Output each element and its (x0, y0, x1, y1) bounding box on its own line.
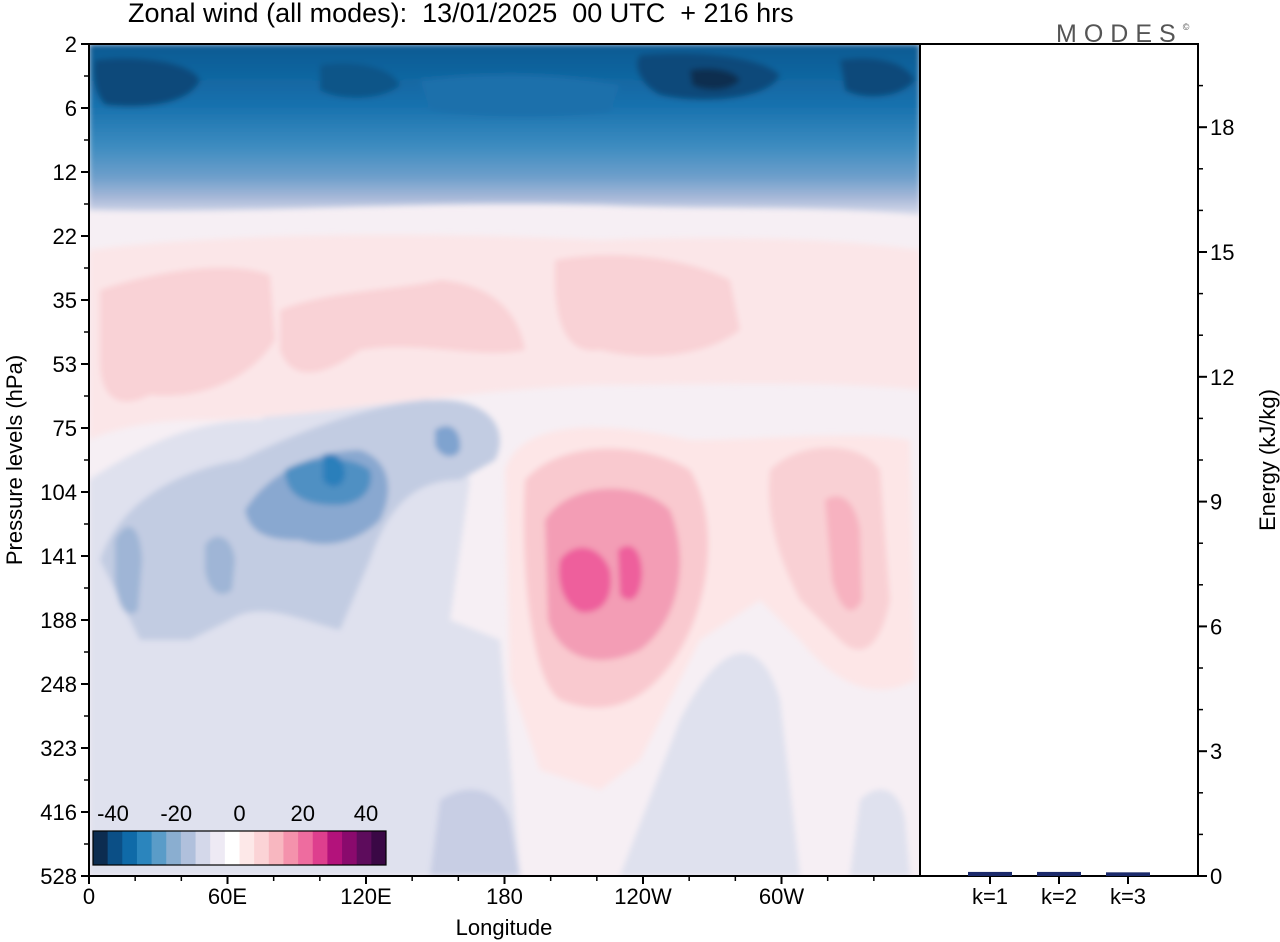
colorbar-swatch (151, 831, 167, 865)
longitude-tick-label: 120E (340, 884, 391, 909)
pressure-tick-label: 323 (40, 736, 77, 761)
energy-tick-label: 9 (1210, 490, 1222, 515)
strat-light-band (420, 74, 620, 118)
pink-core (559, 547, 611, 613)
colorbar-swatch (268, 831, 284, 865)
longitude-tick-label: 0 (83, 884, 95, 909)
pressure-tick-label: 35 (53, 288, 77, 313)
colorbar-swatch (93, 831, 109, 865)
colorbar-swatch (254, 831, 270, 865)
pressure-tick-label: 75 (53, 416, 77, 441)
blue-small-cell (435, 426, 461, 457)
energy-category-label: k=1 (972, 884, 1008, 909)
colorbar-swatch (356, 831, 372, 865)
pressure-tick-label: 141 (40, 544, 77, 569)
lower-far-right-blue (850, 789, 910, 876)
upper-pink-mid (280, 280, 525, 373)
colorbar-tick-label: 0 (233, 801, 245, 826)
energy-tick-label: 12 (1210, 365, 1234, 390)
stratosphere-blue (89, 44, 920, 215)
pressure-tick-label: 416 (40, 800, 77, 825)
longitude-tick-label: 60W (759, 884, 804, 909)
energy-tick-label: 6 (1210, 614, 1222, 639)
colorbar-tick-label: 20 (291, 801, 315, 826)
energy-bar (1106, 872, 1150, 876)
colorbar-swatch (166, 831, 182, 865)
energy-axis-label: Energy (kJ/kg) (1255, 389, 1280, 531)
strat-dark-4 (840, 58, 915, 97)
longitude-tick-label: 120W (614, 884, 672, 909)
pressure-tick-label: 6 (65, 96, 77, 121)
pressure-tick-label: 2 (65, 32, 77, 57)
blue-jet-core (323, 453, 345, 487)
pressure-tick-label: 53 (53, 352, 77, 377)
pressure-tick-label: 188 (40, 608, 77, 633)
colorbar-swatch (371, 831, 387, 865)
colorbar-tick-label: -40 (97, 801, 129, 826)
colorbar-swatch (283, 831, 299, 865)
longitude-tick-label: 180 (486, 884, 523, 909)
colorbar-swatch (312, 831, 328, 865)
energy-category-label: k=3 (1110, 884, 1146, 909)
colorbar-swatch (136, 831, 153, 865)
longitude-axis: 0 60E 120E 180 120W 60W (83, 876, 875, 909)
pressure-axis-label: Pressure levels (hPa) (2, 355, 27, 565)
energy-category-label: k=2 (1041, 884, 1077, 909)
pressure-tick-label: 248 (40, 672, 77, 697)
pressure-tick-label: 12 (53, 160, 77, 185)
pink-core-2 (618, 545, 642, 600)
colorbar-swatch (327, 831, 343, 865)
colorbar-frame (92, 830, 387, 866)
colorbar-swatch (224, 831, 240, 865)
colorbar-swatch (107, 831, 123, 865)
pressure-tick-label: 528 (40, 864, 77, 889)
energy-tick-label: 0 (1210, 864, 1222, 889)
colorbar-swatch (180, 831, 197, 865)
colorbar-tick-label: -20 (160, 801, 192, 826)
energy-bar (1037, 871, 1081, 876)
energy-panel: 0 3 6 9 12 15 18 k=1 k=2 k=3 (968, 84, 1234, 909)
lower-center-blue (430, 789, 520, 876)
strat-dark-1 (93, 58, 200, 107)
upper-pink-left (100, 267, 275, 402)
colorbar-swatch (210, 831, 226, 865)
pressure-tick-label: 22 (53, 224, 77, 249)
colorbar-swatch (239, 831, 255, 865)
strat-darkest (690, 68, 740, 90)
energy-bar (968, 871, 1012, 876)
longitude-axis-label: Longitude (456, 915, 553, 940)
pink-right-inner (825, 496, 862, 611)
energy-panel-frame (919, 43, 1199, 877)
colorbar-swatch (298, 831, 314, 865)
pink-inner (545, 488, 680, 660)
wind-heatmap (89, 44, 920, 876)
energy-tick-label: 3 (1210, 739, 1222, 764)
lower-right-blue (620, 653, 800, 876)
pressure-axis: 2 6 12 22 35 53 75 104 141 188 248 323 416 528 (40, 32, 89, 889)
blue-left-cell-2 (205, 536, 235, 594)
colorbar: -40 -20 0 20 40 (92, 801, 387, 866)
copyright-icon: © (1182, 22, 1190, 32)
energy-tick-label: 18 (1210, 115, 1234, 140)
colorbar-swatch (122, 831, 138, 865)
pressure-tick-label: 104 (40, 480, 77, 505)
colorbar-tick-label: 40 (354, 801, 378, 826)
upper-pink-right (554, 255, 740, 356)
blue-left-cell (115, 526, 142, 614)
chart-title: Zonal wind (all modes): 13/01/2025 00 UT… (128, 0, 794, 28)
colorbar-swatch (195, 831, 211, 865)
colorbar-swatch (342, 831, 358, 865)
longitude-tick-label: 60E (208, 884, 247, 909)
strat-dark-3 (320, 63, 400, 98)
energy-tick-label: 15 (1210, 240, 1234, 265)
